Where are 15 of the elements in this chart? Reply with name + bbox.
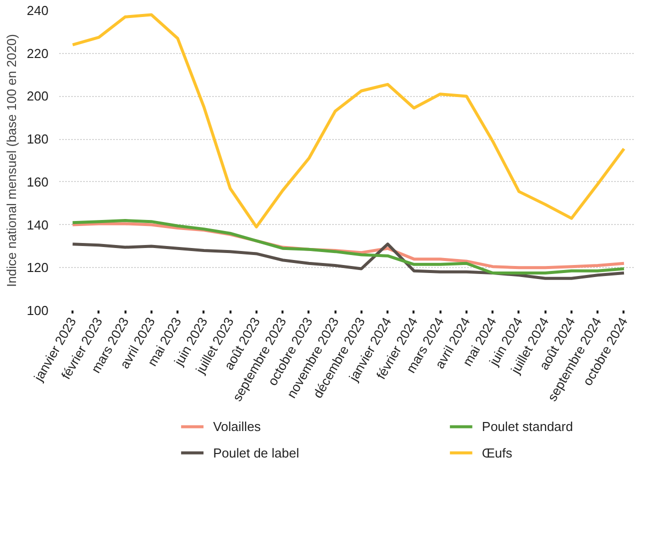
legend-label: Poulet standard	[482, 419, 573, 434]
line-series	[71, 242, 626, 280]
legend-label: Poulet de label	[213, 445, 300, 460]
y-tick-label: 120	[26, 260, 49, 276]
y-tick-label: 220	[26, 46, 49, 61]
y-tick-label: 240	[26, 3, 49, 18]
legend-label: Volailles	[213, 419, 262, 434]
y-tick-label: 160	[26, 174, 49, 190]
y-tick-label: 200	[26, 88, 49, 104]
y-tick-label: 180	[26, 132, 49, 147]
line-series	[71, 13, 626, 228]
y-axis-title: Indice national mensuel (base 100 en 2020)	[4, 34, 19, 287]
y-tick-label: 140	[26, 217, 49, 232]
y-tick-label: 100	[26, 303, 49, 318]
legend-label: Œufs	[482, 445, 513, 460]
